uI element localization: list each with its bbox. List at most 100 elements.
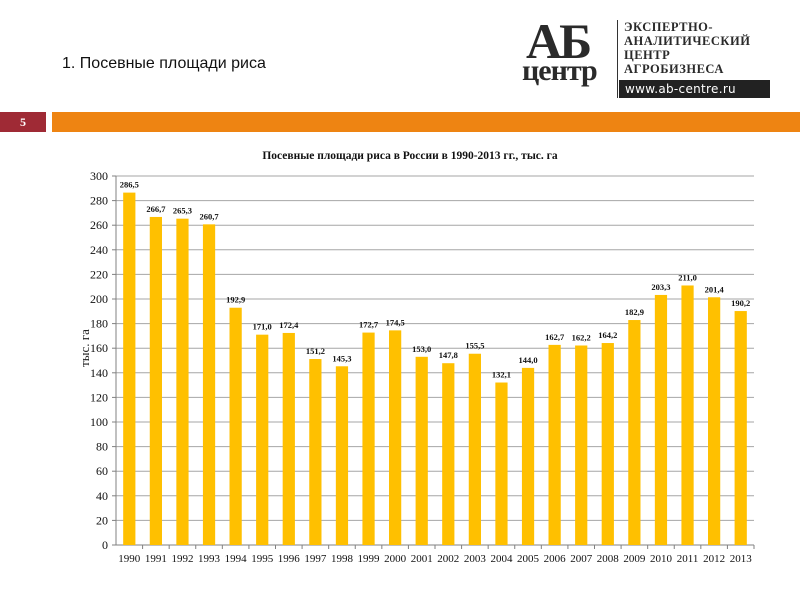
value-label: 201,4 bbox=[705, 284, 725, 294]
logo-url: www.ab-centre.ru bbox=[619, 80, 770, 98]
x-tick-label: 2007 bbox=[570, 553, 593, 565]
x-tick-label: 2004 bbox=[490, 553, 513, 565]
bar bbox=[282, 332, 295, 545]
x-tick-label: 1999 bbox=[358, 553, 381, 565]
y-tick-label: 140 bbox=[90, 366, 108, 380]
y-tick-label: 280 bbox=[90, 194, 108, 208]
value-label: 182,9 bbox=[625, 307, 644, 317]
bar bbox=[362, 332, 375, 545]
x-tick-label: 2009 bbox=[623, 553, 646, 565]
bar bbox=[442, 363, 455, 545]
value-label: 266,7 bbox=[146, 204, 166, 214]
bar bbox=[415, 356, 428, 545]
x-tick-label: 2000 bbox=[384, 553, 407, 565]
x-tick-label: 1991 bbox=[145, 553, 167, 565]
bar bbox=[548, 344, 561, 545]
bar bbox=[309, 359, 322, 545]
y-tick-label: 40 bbox=[96, 489, 108, 503]
x-tick-label: 2012 bbox=[703, 553, 725, 565]
x-tick-label: 1993 bbox=[198, 553, 221, 565]
bar bbox=[601, 343, 614, 545]
x-tick-label: 2002 bbox=[437, 553, 459, 565]
x-tick-label: 1998 bbox=[331, 553, 354, 565]
bar bbox=[628, 320, 641, 545]
value-label: 211,0 bbox=[678, 272, 697, 282]
y-tick-label: 100 bbox=[90, 415, 108, 429]
y-tick-label: 180 bbox=[90, 317, 108, 331]
x-tick-label: 2013 bbox=[730, 553, 753, 565]
y-tick-label: 220 bbox=[90, 267, 108, 281]
bar bbox=[734, 311, 747, 545]
y-tick-label: 0 bbox=[102, 538, 108, 552]
y-tick-label: 200 bbox=[90, 292, 108, 306]
x-tick-label: 2006 bbox=[544, 553, 567, 565]
bar bbox=[335, 366, 349, 545]
y-tick-label: 20 bbox=[96, 513, 108, 527]
value-label: 151,2 bbox=[306, 346, 325, 356]
value-label: 265,3 bbox=[173, 206, 192, 216]
x-tick-label: 1996 bbox=[278, 553, 301, 565]
x-tick-label: 1992 bbox=[171, 553, 193, 565]
x-tick-label: 2001 bbox=[411, 553, 433, 565]
x-tick-label: 1994 bbox=[225, 553, 248, 565]
ab-centre-logo: АБ центр ЭКСПЕРТНО- АНАЛИТИЧЕСКИЙ ЦЕНТР … bbox=[522, 13, 772, 100]
accent-strip bbox=[52, 112, 800, 132]
y-tick-label: 160 bbox=[90, 341, 108, 355]
logo-divider bbox=[617, 20, 618, 98]
bar bbox=[495, 382, 508, 545]
x-tick-label: 2011 bbox=[677, 553, 699, 565]
value-label: 153,0 bbox=[412, 344, 431, 354]
y-tick-label: 240 bbox=[90, 243, 108, 257]
value-label: 192,9 bbox=[226, 295, 245, 305]
x-tick-label: 1995 bbox=[251, 553, 274, 565]
y-tick-label: 120 bbox=[90, 390, 108, 404]
value-label: 147,8 bbox=[439, 350, 458, 360]
x-tick-label: 2008 bbox=[597, 553, 620, 565]
value-label: 162,7 bbox=[545, 332, 565, 342]
chart-title: Посевные площади риса в России в 1990-20… bbox=[262, 150, 558, 162]
x-tick-label: 2003 bbox=[464, 553, 487, 565]
bar bbox=[468, 353, 481, 545]
bar bbox=[149, 216, 162, 546]
value-label: 286,5 bbox=[120, 180, 139, 190]
value-label: 145,3 bbox=[332, 353, 351, 363]
bar bbox=[389, 330, 402, 545]
x-tick-label: 2005 bbox=[517, 553, 540, 565]
logo-caption: ЭКСПЕРТНО- АНАЛИТИЧЕСКИЙ ЦЕНТР АГРОБИЗНЕ… bbox=[624, 20, 750, 76]
y-tick-label: 260 bbox=[90, 218, 108, 232]
logo-mark: АБ центр bbox=[522, 13, 614, 88]
y-tick-label: 80 bbox=[96, 440, 108, 454]
bar bbox=[229, 307, 242, 545]
value-label: 155,5 bbox=[465, 341, 484, 351]
value-label: 171,0 bbox=[253, 322, 272, 332]
y-tick-label: 300 bbox=[90, 169, 108, 183]
value-label: 260,7 bbox=[199, 211, 219, 221]
page-number-badge: 5 bbox=[0, 112, 46, 132]
x-tick-label: 1997 bbox=[304, 553, 327, 565]
slide-title: 1. Посевные площади риса bbox=[62, 55, 266, 72]
bar bbox=[575, 345, 588, 545]
bar bbox=[681, 285, 694, 545]
value-label: 190,2 bbox=[731, 298, 750, 308]
value-label: 174,5 bbox=[386, 317, 405, 327]
x-tick-label: 1990 bbox=[118, 553, 141, 565]
y-tick-label: 60 bbox=[96, 464, 108, 478]
value-label: 132,1 bbox=[492, 370, 511, 380]
logo-centr-text: центр bbox=[522, 54, 598, 87]
logo-line: АГРОБИЗНЕСА bbox=[624, 62, 724, 76]
bar bbox=[202, 224, 216, 546]
logo-ab-text: АБ bbox=[526, 13, 592, 69]
value-label: 172,4 bbox=[279, 320, 299, 330]
logo-line: ЭКСПЕРТНО- bbox=[624, 20, 714, 34]
bar bbox=[123, 192, 136, 546]
value-label: 164,2 bbox=[598, 330, 617, 340]
value-label: 162,2 bbox=[572, 332, 591, 342]
bar bbox=[654, 294, 668, 545]
logo-line: ЦЕНТР bbox=[624, 48, 671, 62]
logo-line: АНАЛИТИЧЕСКИЙ bbox=[624, 34, 751, 48]
bar bbox=[708, 297, 721, 545]
bar bbox=[256, 334, 269, 545]
value-label: 172,7 bbox=[359, 320, 379, 330]
bar bbox=[521, 367, 535, 545]
